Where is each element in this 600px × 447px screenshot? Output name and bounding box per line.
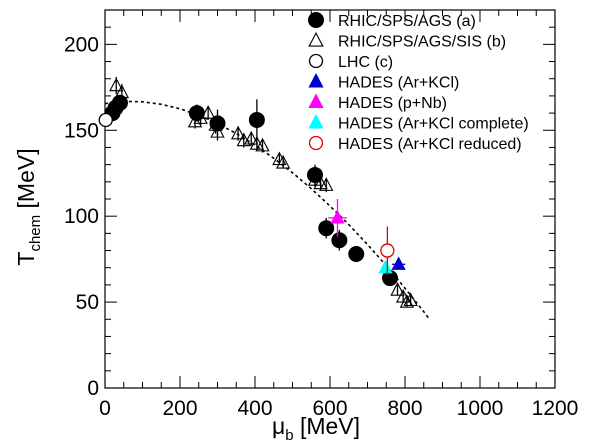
data-point xyxy=(318,220,335,237)
axis-ticks-layer: 0 200 400 600 800 1000 1200 0 50 100 150 200 xyxy=(64,9,579,420)
legend-label: HADES (p+Nb) xyxy=(338,95,447,112)
x-axis-label: μb [MeV] xyxy=(272,413,360,444)
legend-label: LHC (c) xyxy=(338,54,393,71)
series-3 xyxy=(391,256,406,270)
y-tick-label: 150 xyxy=(64,119,99,142)
legend-label: HADES (Ar+KCl reduced) xyxy=(338,136,522,153)
legend-marker xyxy=(308,73,324,88)
fit-curve-layer xyxy=(104,100,431,320)
data-point xyxy=(378,259,393,274)
legend-label: RHIC/SPS/AGS (a) xyxy=(338,13,476,30)
data-point xyxy=(331,232,348,249)
x-tick-label: 1000 xyxy=(457,397,504,420)
series-0 xyxy=(104,94,398,287)
data-point xyxy=(403,292,418,307)
data-point xyxy=(188,105,205,122)
legend-label: HADES (Ar+KCl complete) xyxy=(338,116,529,133)
series-2 xyxy=(98,112,113,128)
x-tick-label: 800 xyxy=(387,397,422,420)
data-point xyxy=(255,137,270,152)
data-point xyxy=(391,256,406,270)
legend: RHIC/SPS/AGS (a) RHIC/SPS/AGS/SIS (b) LHC … xyxy=(308,12,529,153)
y-axis-label: Tchem [MeV] xyxy=(13,148,44,265)
plot-frame xyxy=(104,9,556,389)
x-tick-label: 400 xyxy=(237,397,272,420)
legend-marker xyxy=(308,12,324,28)
series-6 xyxy=(380,226,395,275)
legend-marker xyxy=(308,31,324,47)
legend-marker xyxy=(308,93,324,109)
y-tick-label: 50 xyxy=(76,291,99,314)
y-tick-label: 100 xyxy=(64,205,99,228)
series-5 xyxy=(378,259,393,274)
legend-marker xyxy=(308,53,324,69)
data-point xyxy=(390,282,405,296)
data-point xyxy=(209,115,226,132)
data-points-layer xyxy=(98,77,418,308)
series-4 xyxy=(328,199,347,237)
data-point xyxy=(248,111,265,128)
x-tick-label: 600 xyxy=(312,397,347,420)
data-point xyxy=(275,154,291,169)
data-point xyxy=(319,177,334,191)
x-tick-label: 200 xyxy=(162,397,197,420)
legend-marker xyxy=(308,114,324,129)
x-tick-label: 1200 xyxy=(532,397,579,420)
legend-label: RHIC/SPS/AGS/SIS (b) xyxy=(338,34,506,51)
data-point xyxy=(200,105,216,119)
data-point xyxy=(380,243,395,258)
legend-marker xyxy=(308,135,324,151)
data-point xyxy=(307,166,323,183)
data-point xyxy=(244,130,259,145)
x-tick-label: 0 xyxy=(99,397,111,420)
y-tick-label: 200 xyxy=(64,33,99,56)
data-point xyxy=(109,77,124,92)
plot-area xyxy=(104,9,556,389)
data-point xyxy=(98,112,113,128)
data-point xyxy=(230,125,246,140)
y-tick-label: 0 xyxy=(87,377,99,400)
fit-curve xyxy=(104,100,431,320)
data-point xyxy=(112,94,128,111)
legend-label: HADES (Ar+KCl) xyxy=(338,75,459,92)
data-point xyxy=(330,209,345,224)
data-point xyxy=(348,245,365,262)
